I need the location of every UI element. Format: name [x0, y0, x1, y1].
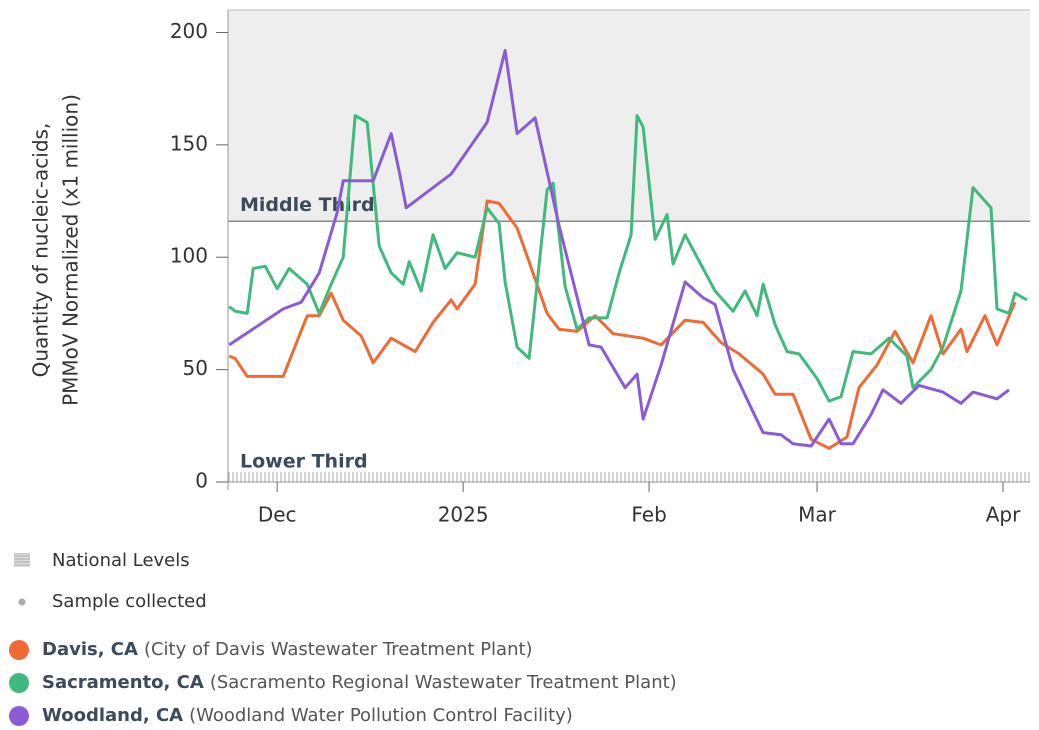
series-line — [228, 114, 1028, 403]
legend-label: National Levels — [52, 550, 190, 571]
band-label: Middle Third — [240, 194, 375, 216]
y-axis-label: Quantity of nucleic-acids, PMMoV Normaliz… — [29, 94, 83, 406]
legend-icon — [14, 553, 30, 567]
y-tick-label: 100 — [170, 244, 208, 268]
legend-name: Woodland, CA — [42, 705, 183, 726]
x-tick-label: Feb — [631, 503, 666, 527]
legend-facility: (City of Davis Wastewater Treatment Plan… — [144, 639, 533, 660]
legend-label: Sample collected — [52, 591, 207, 612]
y-axis-label-line: PMMoV Normalized (x1 million) — [59, 94, 83, 406]
middle-band — [228, 10, 1030, 222]
y-tick-label: 0 — [195, 469, 208, 493]
legend-label: Woodland, CA (Woodland Water Pollution Co… — [42, 705, 573, 726]
legend-swatch — [9, 673, 29, 693]
legend-name: Sacramento, CA — [42, 672, 204, 693]
legend-facility: (Woodland Water Pollution Control Facili… — [189, 705, 573, 726]
legend-label: Sacramento, CA (Sacramento Regional Waste… — [42, 672, 677, 693]
legend-swatch — [9, 640, 29, 660]
legend-icon — [18, 598, 26, 606]
legend-label: Davis, CA (City of Davis Wastewater Treat… — [42, 639, 533, 660]
y-tick-label: 200 — [170, 19, 208, 43]
legend-name: Davis, CA — [42, 639, 138, 660]
x-tick-label: Apr — [986, 503, 1021, 527]
y-tick-label: 50 — [183, 356, 208, 380]
legend-facility: (Sacramento Regional Wastewater Treatmen… — [210, 672, 677, 693]
x-tick-label: Dec — [258, 503, 297, 527]
series-line — [228, 199, 1017, 450]
lower-band — [228, 472, 1030, 482]
y-tick-label: 150 — [170, 131, 208, 155]
legend-swatch — [9, 706, 29, 726]
y-axis-label-line: Quantity of nucleic-acids, — [29, 123, 53, 378]
x-tick-label: Mar — [798, 503, 837, 527]
series-line — [228, 49, 1010, 448]
band-label: Lower Third — [240, 451, 368, 473]
x-tick-label: 2025 — [438, 503, 489, 527]
